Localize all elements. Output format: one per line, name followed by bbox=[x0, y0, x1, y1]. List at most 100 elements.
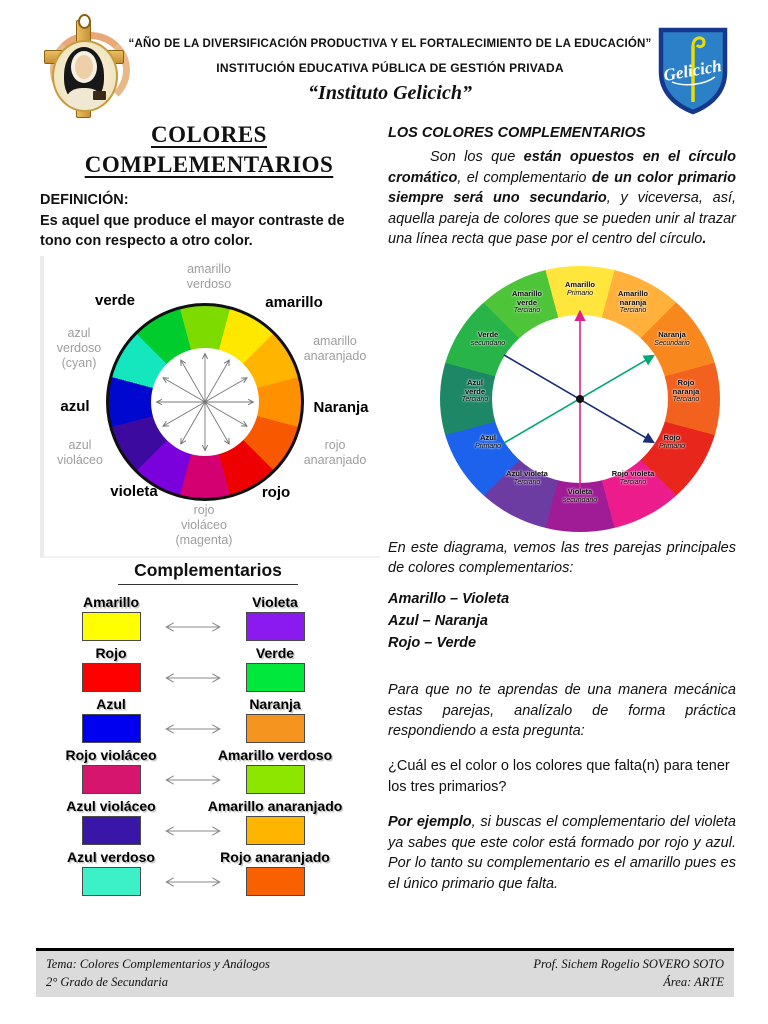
pair-row: Azul violáceo Amarillo anaranjado bbox=[40, 798, 376, 849]
wheel-label-azul: azul bbox=[60, 398, 90, 415]
section-heading: LOS COLORES COMPLEMENTARIOS bbox=[388, 125, 646, 141]
header-motto: “AÑO DE LA DIVERSIFICACIÓN PRODUCTIVA Y … bbox=[128, 38, 652, 50]
header-school-name: “Instituto Gelicich” bbox=[308, 82, 472, 104]
pair-row: Rojo Verde bbox=[40, 645, 376, 696]
question-text: ¿Cuál es el color o los colores que falt… bbox=[388, 758, 730, 796]
pair-right: Rojo anaranjado bbox=[204, 849, 346, 901]
pair-label: Amarillo verdoso bbox=[217, 747, 333, 763]
seg-label-naranja: Naranja Secundario bbox=[654, 329, 690, 347]
wheel-label-azul-violaceo: azul violáceo bbox=[57, 438, 103, 467]
main-pairs-list: Amarillo – Violeta Azul – Naranja Rojo –… bbox=[388, 589, 736, 654]
seg-label-amarillo-naranja: Amarillo naranja Terciario bbox=[617, 288, 648, 315]
paragraph-example: Por ejemplo, si buscas el complementario… bbox=[388, 814, 736, 892]
pair-left: Amarillo bbox=[40, 594, 182, 646]
wheel-label-azul-verdoso: azul verdoso (cyan) bbox=[56, 326, 102, 370]
pair-row: Amarillo Violeta bbox=[40, 594, 376, 645]
page-header: “AÑO DE LA DIVERSIFICACIÓN PRODUCTIVA Y … bbox=[40, 14, 732, 120]
definition-label: DEFINICIÓN: bbox=[40, 192, 129, 208]
pair-amarillo-violeta: Amarillo – Violeta bbox=[388, 591, 510, 608]
pair-label: Azul bbox=[96, 696, 126, 712]
saint-portrait bbox=[52, 40, 118, 112]
pair-left: Azul verdoso bbox=[40, 849, 182, 901]
seg-label-azul-violeta: Azul violeta Terciario bbox=[506, 468, 548, 486]
color-swatch bbox=[81, 765, 141, 794]
pair-row: Azul verdoso Rojo anaranjado bbox=[40, 849, 376, 900]
wheel-label-naranja: Naranja bbox=[313, 399, 369, 416]
footer-grado: 2° Grado de Secundaria bbox=[46, 975, 168, 990]
pair-row: Azul Naranja bbox=[40, 696, 376, 747]
pair-label: Azul verdoso bbox=[67, 849, 155, 865]
seg-label-azul: Azul Primario bbox=[474, 432, 502, 450]
color-swatch bbox=[81, 816, 141, 845]
pair-azul-naranja: Azul – Naranja bbox=[388, 612, 488, 629]
color-swatch bbox=[245, 765, 305, 794]
pair-left: Rojo violáceo bbox=[40, 747, 182, 799]
paragraph-diagram: En este diagrama, vemos las tres parejas… bbox=[388, 539, 736, 577]
pair-right: Verde bbox=[204, 645, 346, 697]
color-swatch bbox=[245, 867, 305, 896]
color-swatch bbox=[245, 816, 305, 845]
title-line1: COLORES bbox=[151, 122, 267, 147]
pair-row: Rojo violáceo Amarillo verdoso bbox=[40, 747, 376, 798]
double-arrow-icon bbox=[162, 722, 224, 740]
pair-label: Rojo anaranjado bbox=[220, 849, 330, 865]
saint-emblem-logo bbox=[40, 14, 130, 120]
shield-logo: Gelicich bbox=[654, 26, 732, 118]
color-swatch bbox=[81, 612, 141, 641]
seg-label-violeta: Violeta secundario bbox=[562, 486, 598, 504]
title-line2: COMPLEMENTARIOS bbox=[84, 151, 334, 177]
seg-label-rojo: Rojo Primario bbox=[658, 432, 686, 450]
pair-label: Naranja bbox=[249, 696, 301, 712]
pair-right: Violeta bbox=[204, 594, 346, 646]
header-institution: INSTITUCIÓN EDUCATIVA PÚBLICA DE GESTIÓN… bbox=[216, 61, 564, 75]
seg-label-rojo-naranja: Rojo naranja Terciario bbox=[672, 377, 700, 404]
footer-prof: Prof. Sichem Rogelio SOVERO SOTO bbox=[533, 957, 724, 971]
wheel-label-verde: verde bbox=[94, 292, 136, 309]
pair-label: Rojo violáceo bbox=[65, 747, 157, 763]
complementary-pairs-section: Complementarios Amarillo Violeta Rojo Verde… bbox=[40, 560, 376, 900]
page-title: COLORES COMPLEMENTARIOS bbox=[40, 120, 378, 180]
color-swatch bbox=[81, 714, 141, 743]
pair-label: Verde bbox=[255, 645, 295, 661]
color-wheel-detailed-figure: Amarillo Primario Amarillo naranja Terciar… bbox=[440, 265, 720, 532]
footer-tema: Tema: Colores Complementarios y Análogos bbox=[46, 957, 270, 971]
paragraph-intro: Son los que están opuestos en el círculo… bbox=[388, 149, 736, 248]
footer-area: Área: ARTE bbox=[663, 975, 724, 990]
pair-right: Amarillo verdoso bbox=[204, 747, 346, 799]
pair-left: Azul violáceo bbox=[40, 798, 182, 850]
wheel-label-rojo-anaranjado: rojo anaranjado bbox=[303, 438, 367, 467]
color-swatch bbox=[245, 663, 305, 692]
seg-label-azul-verde: Azul verde Terciario bbox=[461, 377, 489, 404]
seg-label-rojo-violeta: Rojo violeta Terciario bbox=[611, 468, 655, 486]
pairs-rows: Amarillo Violeta Rojo Verde Azul Naranja Rojo … bbox=[40, 594, 376, 900]
seg-label-verde: Verde secundario bbox=[470, 329, 506, 347]
pair-label: Amarillo anaranjado bbox=[207, 798, 343, 814]
seg-label-amarillo-verde: Amarillo verde Terciario bbox=[511, 288, 542, 315]
definition-text: Es aquel que produce el mayor contraste … bbox=[40, 213, 345, 249]
wheel-axes-arrows bbox=[503, 309, 655, 488]
double-arrow-icon bbox=[162, 671, 224, 689]
wheel-label-amarillo-anaranjado: amarillo anaranjado bbox=[303, 334, 367, 363]
right-column: LOS COLORES COMPLEMENTARIOS Son los que … bbox=[388, 125, 736, 894]
pair-label: Rojo bbox=[95, 645, 127, 661]
wheel-label-rojo-violaceo: rojo violáceo (magenta) bbox=[175, 503, 233, 547]
wheel-label-rojo: rojo bbox=[261, 484, 291, 501]
pair-label: Violeta bbox=[252, 594, 298, 610]
definition-block: DEFINICIÓN: Es aquel que produce el mayo… bbox=[40, 192, 378, 251]
paragraph-advice: Para que no te aprendas de una manera me… bbox=[388, 682, 736, 740]
pair-right: Amarillo anaranjado bbox=[204, 798, 346, 850]
wheel-label-amarillo: amarillo bbox=[265, 294, 323, 311]
wheel-label-amarillo-verdoso: amarillo verdoso bbox=[186, 262, 232, 291]
page-footer: Tema: Colores Complementarios y Análogos… bbox=[36, 948, 734, 998]
header-text: “AÑO DE LA DIVERSIFICACIÓN PRODUCTIVA Y … bbox=[126, 14, 654, 105]
double-arrow-icon bbox=[162, 620, 224, 638]
double-arrow-icon bbox=[162, 773, 224, 791]
color-wheel-simple-figure: amarillo verdoso verde amarillo azul ver… bbox=[40, 256, 380, 558]
seg-label-amarillo: Amarillo Primario bbox=[564, 279, 595, 297]
wheel-center-arrows bbox=[151, 348, 259, 456]
pair-right: Naranja bbox=[204, 696, 346, 748]
wheel-label-violeta: violeta bbox=[110, 483, 158, 500]
pair-left: Rojo bbox=[40, 645, 182, 697]
pair-rojo-verde: Rojo – Verde bbox=[388, 634, 477, 651]
double-arrow-icon bbox=[162, 875, 224, 893]
